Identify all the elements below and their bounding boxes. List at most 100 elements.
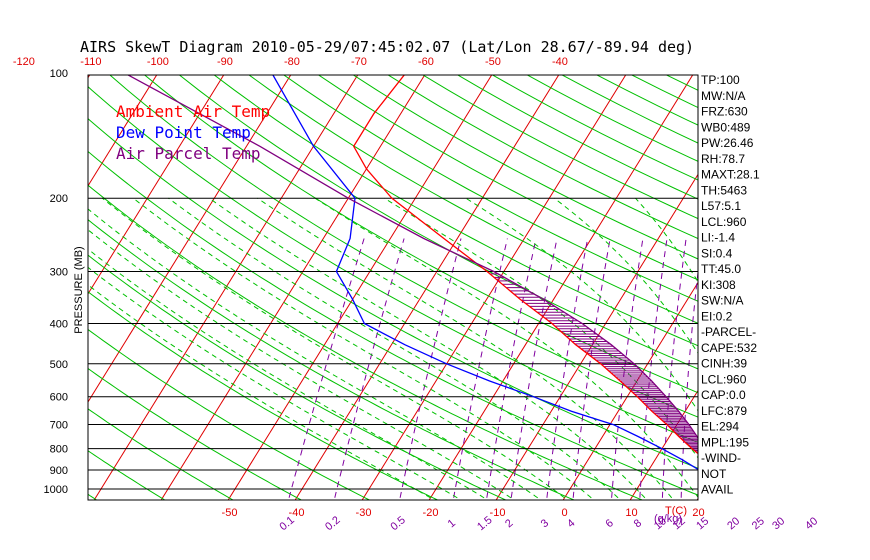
sounding-index-item: CAP:0.0 [701,388,746,402]
sounding-index-item: MW:N/A [701,89,745,103]
mixing-ratio-tick-label: 20 [725,515,742,532]
sounding-index-item: AVAIL [701,483,734,497]
mixing-ratio-line [288,238,365,498]
bottom-temperature-tick-label: 0 [561,507,567,519]
sounding-index-item: FRZ:630 [701,105,748,119]
mixing-ratio-line [611,238,644,498]
mixing-ratio-line [760,239,769,498]
sounding-index-item: KI:308 [701,278,736,292]
dry-adiabat-line [178,75,698,370]
moist-adiabat-line [88,229,512,499]
bottom-temperature-tick-label: -10 [490,507,506,519]
dry-adiabat-line [88,219,576,500]
dry-adiabat-line [317,75,698,281]
dry-adiabat-line [213,75,698,347]
bottom-temperature-tick-label: 20 [692,507,704,519]
top-temperature-tick-label: -60 [418,56,434,68]
sounding-index-item: MAXT:28.1 [701,168,760,182]
mixing-ratio-tick-label: 0.2 [323,514,342,533]
top-temperature-tick-label: -100 [147,56,169,68]
moist-adiabat-line [88,266,458,499]
moist-adiabat-line [553,197,698,355]
mixing-ratio-line [680,267,698,498]
isotherm-line [88,75,158,187]
pressure-tick-label: 400 [50,319,68,331]
top-temperature-tick-label: -90 [217,56,233,68]
isotherm-line [0,54,36,506]
isotherm-line [495,173,698,500]
mixing-ratio-tick-label: 1 [446,517,458,530]
dry-adiabat-line [88,328,371,500]
sounding-index-item: -WIND- [701,451,741,465]
mixing-ratio-tick-label: 0.5 [388,514,407,533]
mixing-ratio-line [661,238,687,498]
dry-adiabat-line [387,75,698,240]
isotherm-line [88,75,91,79]
moist-adiabat-line [102,197,565,499]
mixing-ratio-tick-label: 4 [565,517,577,530]
dry-adiabat-line [352,75,698,260]
isotherm-line [361,75,627,500]
isotherm-line [760,54,870,506]
moist-adiabat-line [88,208,538,499]
pressure-tick-label: 200 [50,193,68,205]
isotherm-line [428,75,694,500]
mixing-ratio-line [810,239,814,498]
dry-adiabats [88,75,698,500]
dew-point-temp-line [272,75,698,471]
isotherm-line [827,54,870,506]
mixing-ratio-tick-label: 3 [539,517,551,530]
dry-adiabat-line [248,75,698,324]
sounding-index-item: CAPE:532 [701,341,757,355]
moist-adiabat-line [88,284,431,499]
sounding-index-item: TP:100 [701,73,740,87]
mixing-ratio-line [639,238,668,498]
mixing-ratio-tick-label: 2 [503,517,515,530]
sounding-index-item: WB0:489 [701,120,751,134]
sounding-index-item: NOT [701,467,727,481]
plot-frame [87,74,699,501]
moist-adiabat-line [132,197,592,499]
mixing-ratio-line [572,238,611,498]
top-temperature-tick-label: -40 [552,56,568,68]
background-lines [0,54,870,506]
mixing-ratio-line [510,238,558,498]
sounding-index-item: PW:26.46 [701,136,754,150]
mixing-ratio-line [779,239,786,498]
bottom-temperature-tick-label: 10 [625,507,637,519]
pressure-tick-label: 900 [50,465,68,477]
mixing-ratio-line [486,238,537,498]
bottom-temperature-tick-label: -50 [222,507,238,519]
mixing-ratio-tick-label: 25 [750,515,767,532]
dry-adiabat-line [88,184,644,500]
isotherm-line [294,75,560,500]
sounding-index-item: CINH:39 [701,357,747,371]
sounding-index-item: LI:-1.4 [701,231,735,245]
mixing-ratio-unit: (g/kg) [654,513,682,525]
sounding-index-item: MPL:195 [701,435,749,449]
moist-adiabat-line [88,248,485,499]
sounding-index-item: SI:0.4 [701,246,733,260]
moist-adiabat-line [168,197,619,499]
dry-adiabat-line [88,254,507,500]
dry-adiabat-line [88,493,98,500]
pressure-tick-label: 300 [50,267,68,279]
top-temperature-tick-label: -50 [485,56,501,68]
bottom-temperature-tick-label: -30 [356,507,372,519]
air-parcel-temp-line [126,75,698,440]
mixing-ratio-tick-label: 8 [632,517,644,530]
mixing-ratio-line [453,238,508,498]
bottom-temperature-unit: T(C) [665,505,687,517]
sounding-index-item: LFC:879 [701,404,747,418]
dry-adiabat-line [422,75,698,220]
mixing-ratio-tick-label: 30 [770,515,787,532]
isotherm-line [88,75,225,295]
isotherm-line [88,75,292,403]
sounding-index-item: LCL:960 [701,215,747,229]
pressure-tick-labels: 100 200 300 400 500 600 700 800 900 1000 [44,68,68,496]
dry-adiabat-line [88,408,234,500]
sounding-index-item: L57:5.1 [701,199,741,213]
dry-adiabat-line [88,85,698,443]
isotherm-line [562,281,698,500]
